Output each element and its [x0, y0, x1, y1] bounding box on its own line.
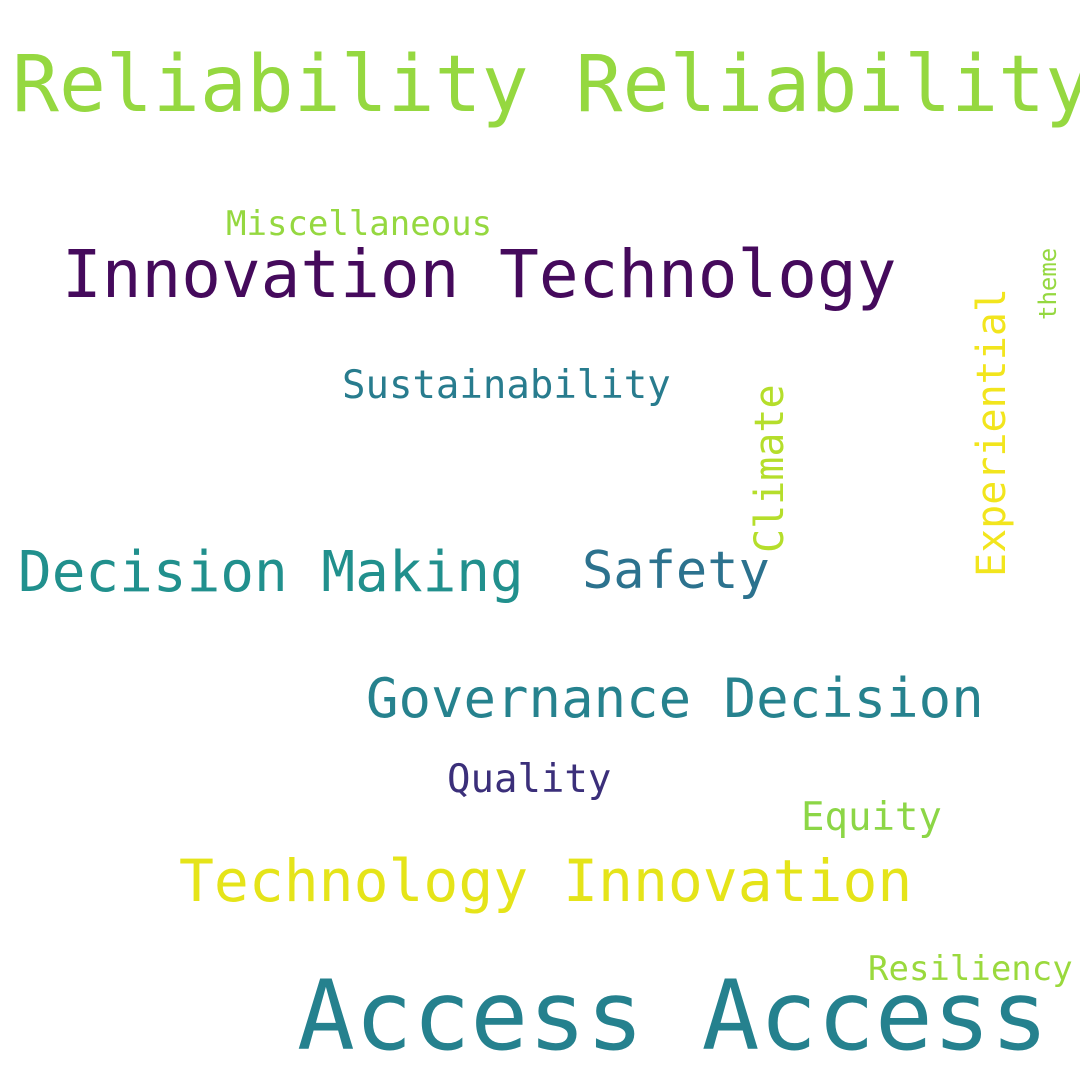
word-innovation-technology: Innovation Technology [62, 236, 897, 313]
word-governance-decision: Governance Decision [366, 667, 984, 730]
word-experiential: Experiential [969, 288, 1015, 577]
word-technology-innovation: Technology Innovation [179, 847, 913, 915]
word-theme: theme [1034, 247, 1062, 320]
word-quality: Quality [447, 757, 612, 802]
word-safety: Safety [582, 541, 770, 601]
word-climate: Climate [747, 384, 793, 553]
word-decision-making: Decision Making [18, 540, 524, 605]
word-reliability: Reliability Reliability [12, 40, 1080, 130]
word-access: Access Access [297, 960, 1049, 1072]
word-miscellaneous: Miscellaneous [226, 204, 493, 244]
word-sustainability: Sustainability [342, 363, 671, 408]
word-resiliency: Resiliency [868, 949, 1073, 989]
word-equity: Equity [801, 795, 942, 840]
